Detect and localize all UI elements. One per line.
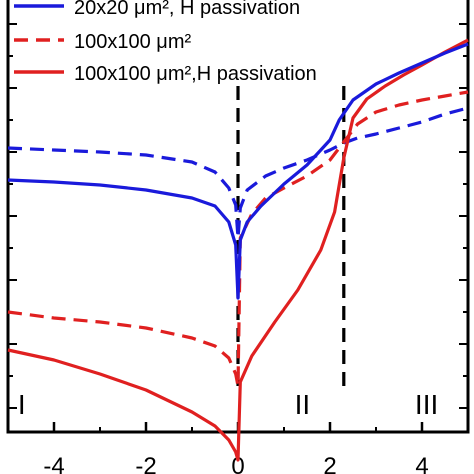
region-label: I [18,389,26,420]
region-label: III [415,389,438,420]
series-line [7,38,469,462]
series-line [7,42,469,300]
x-ticks: -4 -2 0 2 4 [7,23,469,474]
legend: 20x20 μm², H passivation 100x100 μm² 100x1… [14,0,317,85]
legend-label: 100x100 μm² [74,31,191,53]
region-label: II [295,389,311,420]
x-tick-label: 4 [415,453,428,474]
x-tick-label: -4 [43,453,64,474]
x-tick-label: -2 [135,453,156,474]
legend-label: 20x20 μm², H passivation [74,0,300,19]
region-labels: I II III [18,389,438,420]
vertical-dividers [236,86,346,392]
series-group [7,38,469,462]
legend-label: 100x100 μm²,H passivation [74,63,317,85]
series-line [7,90,469,388]
x-tick-label: 0 [231,453,244,474]
series-line [7,106,469,240]
x-tick-label: 2 [323,453,336,474]
